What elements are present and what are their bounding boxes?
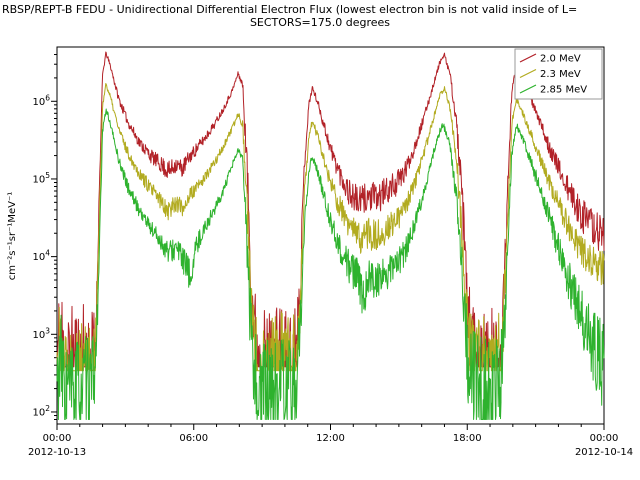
x-tick-label: 00:00	[43, 433, 72, 444]
legend-label: 2.85 MeV	[540, 85, 587, 96]
legend: 2.0 MeV 2.3 MeV 2.85 MeV	[514, 48, 603, 100]
y-tick-label: 102	[32, 404, 50, 419]
series-line-2.3-MeV	[56, 83, 605, 372]
x-date-left: 2012-10-13	[28, 447, 86, 458]
y-tick-label: 106	[32, 93, 50, 108]
axes: 102 103 104 105 106 00:00 06:00 12:00 18:00 00:00…	[28, 46, 633, 458]
legend-line-sample	[519, 68, 537, 79]
plot-title: RBSP/REPT-B FEDU - Unidirectional Differ…	[2, 3, 578, 16]
legend-line-sample	[519, 84, 537, 94]
y-tick-label: 105	[32, 171, 50, 186]
series-line-2.85-MeV	[56, 108, 605, 420]
x-tick-label: 12:00	[316, 433, 345, 444]
legend-line-sample	[519, 53, 537, 63]
legend-label: 2.0 MeV	[540, 54, 581, 65]
x-date-right: 2012-10-14	[575, 447, 633, 458]
plot-frame	[56, 46, 605, 425]
series-lines	[56, 51, 605, 420]
legend-label: 2.3 MeV	[540, 69, 581, 80]
plot-subtitle: SECTORS=175.0 degrees	[249, 16, 391, 29]
x-tick-label: 00:00	[590, 433, 619, 444]
x-tick-label: 06:00	[179, 433, 208, 444]
series-line-2.0-MeV	[56, 51, 605, 368]
y-tick-label: 104	[32, 249, 50, 264]
y-axis-label: cm⁻²s⁻¹sr⁻¹MeV⁻¹	[7, 192, 18, 281]
y-tick-label: 103	[32, 326, 50, 341]
x-tick-label: 18:00	[453, 433, 482, 444]
